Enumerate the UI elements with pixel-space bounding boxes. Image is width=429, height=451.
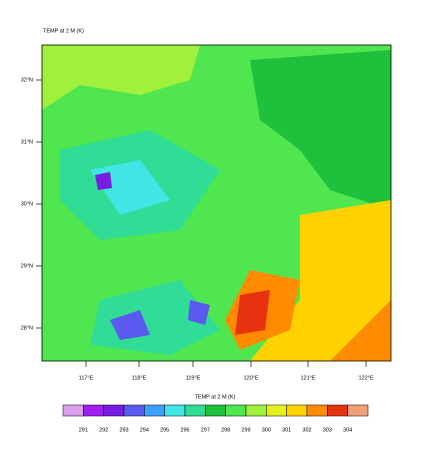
lon-label: 122°E [358, 375, 373, 381]
colorbar-box [164, 404, 186, 417]
colorbar-label: 302 [302, 427, 311, 433]
colorbar-label: 296 [180, 427, 189, 433]
colorbar-label: 291 [79, 427, 88, 433]
colorbar-label: 300 [262, 427, 271, 433]
colorbar-label: 298 [221, 427, 230, 433]
colorbar-label: 301 [282, 427, 291, 433]
colorbar-box [123, 404, 145, 417]
lat-label: 32°N [21, 77, 33, 83]
colorbar-box [205, 404, 226, 417]
colorbar-box [347, 404, 369, 417]
lon-label: 118°E [132, 375, 147, 381]
colorbar-label: 299 [241, 427, 250, 433]
colorbar-box [103, 404, 125, 417]
colorbar-label: 297 [201, 427, 210, 433]
map-frame [41, 44, 392, 362]
colorbar-title: TEMP at 2 M (K) [195, 394, 236, 400]
lon-label: 117°E [79, 375, 94, 381]
lat-label: 30°N [21, 201, 33, 207]
colorbar-box [327, 404, 348, 417]
lon-label: 119°E [186, 375, 201, 381]
lat-label: 28°N [21, 325, 33, 331]
colorbar-label: 292 [99, 427, 108, 433]
colorbar-box [184, 404, 206, 417]
colorbar-box [266, 404, 287, 417]
lat-label: 31°N [21, 139, 33, 145]
temperature-field [42, 45, 391, 361]
lat-label: 29°N [21, 263, 33, 269]
colorbar-box [286, 404, 308, 417]
colorbar-label: 303 [323, 427, 332, 433]
colorbar-box [306, 404, 328, 417]
lon-label: 121°E [300, 375, 315, 381]
colorbar-label: 293 [119, 427, 128, 433]
colorbar-box [144, 404, 165, 417]
colorbar-box [225, 404, 247, 417]
colorbar-label: 294 [140, 427, 149, 433]
map-title: TEMP at 2 M (K) [43, 28, 84, 34]
colorbar-box [83, 404, 104, 417]
colorbar-label: 304 [343, 427, 352, 433]
lon-label: 120°E [243, 375, 258, 381]
colorbar-box [62, 404, 84, 417]
colorbar-label: 295 [160, 427, 169, 433]
colorbar-box [245, 404, 267, 417]
